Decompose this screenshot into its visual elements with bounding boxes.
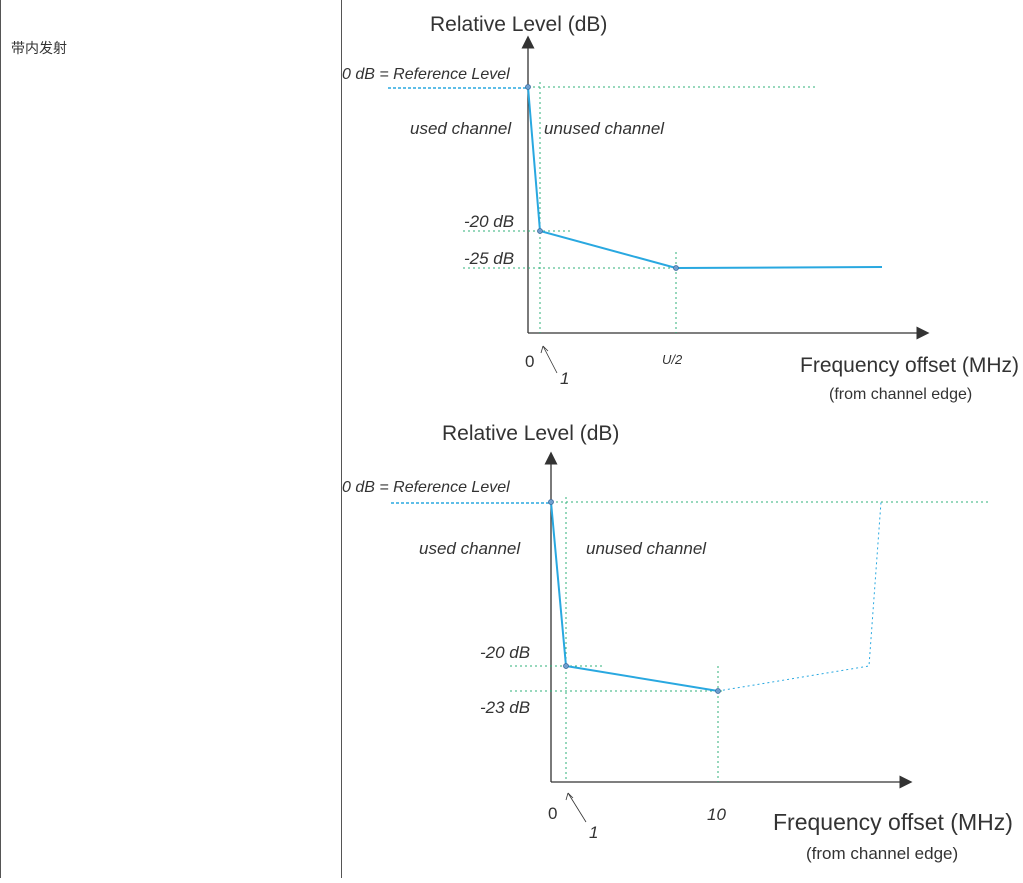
bottom-mask-line <box>550 501 719 692</box>
top-mask-line <box>527 86 883 270</box>
top-one-label: 1 <box>560 369 569 388</box>
top-ylabel: Relative Level (dB) <box>430 13 607 36</box>
bottom-xsub: (from channel edge) <box>806 844 958 863</box>
bottom-pointer-line <box>567 792 587 823</box>
label-cell: 带内发射 <box>0 0 342 878</box>
chart-cell: Relative Level (dB) 0 dB = Reference Lev… <box>342 0 1023 878</box>
top-origin-label: 0 <box>525 352 534 371</box>
top-minus20-label: -20 dB <box>464 212 514 231</box>
bottom-point-0 <box>548 499 554 505</box>
top-point-0 <box>525 84 531 90</box>
top-point-1 <box>537 228 543 234</box>
top-minus25-label: -25 dB <box>464 249 514 268</box>
bottom-point-10 <box>715 688 721 694</box>
bottom-chart: Relative Level (dB) 0 dB = Reference Lev… <box>342 422 1013 863</box>
top-reference-label: 0 dB = Reference Level <box>342 66 510 83</box>
bottom-xlabel: Frequency offset (MHz) <box>773 809 1013 835</box>
mask-diagrams: Relative Level (dB) 0 dB = Reference Lev… <box>342 13 1019 863</box>
bottom-ylabel: Relative Level (dB) <box>442 422 619 445</box>
top-unused-channel-label: unused channel <box>544 119 665 138</box>
bottom-minus23-label: -23 dB <box>480 698 530 717</box>
bottom-unused-channel-label: unused channel <box>586 539 707 558</box>
bottom-origin-label: 0 <box>548 804 557 823</box>
bottom-reference-label: 0 dB = Reference Level <box>342 479 510 496</box>
top-xsub: (from channel edge) <box>829 386 972 403</box>
bottom-minus20-label: -20 dB <box>480 643 530 662</box>
top-pointer-arrow <box>540 345 549 354</box>
top-used-channel-label: used channel <box>410 119 512 138</box>
top-point-u2 <box>673 265 679 271</box>
bottom-used-channel-label: used channel <box>419 539 521 558</box>
top-chart: Relative Level (dB) 0 dB = Reference Lev… <box>342 13 1019 403</box>
top-guides <box>463 82 818 333</box>
bottom-ten-label: 10 <box>707 805 726 824</box>
top-u2-label: U/2 <box>662 352 683 367</box>
bottom-guides <box>510 497 990 782</box>
row-label: 带内发射 <box>11 41 67 57</box>
bottom-extension-guides <box>717 501 882 692</box>
bottom-one-label: 1 <box>589 823 598 842</box>
top-xlabel: Frequency offset (MHz) <box>800 354 1019 377</box>
bottom-point-1 <box>563 663 569 669</box>
top-pointer-line <box>542 345 558 374</box>
bottom-pointer-arrow <box>565 792 574 801</box>
